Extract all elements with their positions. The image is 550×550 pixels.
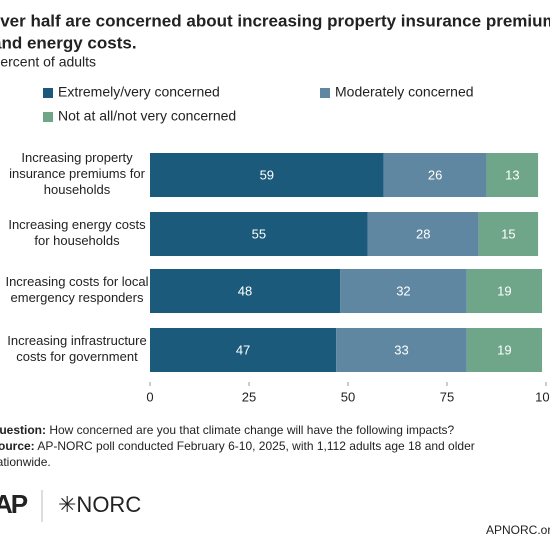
value-label: 33 (394, 342, 408, 357)
source-text: AP-NORC poll conducted February 6-10, 20… (37, 439, 474, 453)
value-label: 28 (416, 226, 430, 241)
category-line: Increasing energy costs (8, 217, 146, 232)
value-label: 15 (501, 226, 515, 241)
legend-swatch (43, 88, 53, 98)
category-line: Increasing property (21, 150, 133, 165)
category-line: emergency responders (11, 290, 144, 305)
bar-segment (336, 328, 467, 372)
bar-segment (150, 153, 384, 197)
source-label: Source: (0, 439, 35, 453)
source: Source: AP-NORC poll conducted February … (0, 439, 475, 453)
logo-norc: ✳NORC (58, 492, 141, 517)
category-label: Increasing infrastructure costs for gover… (7, 333, 146, 364)
chart-subtitle: Percent of adults (0, 54, 96, 70)
value-label: 19 (497, 342, 511, 357)
question: Question: How concerned are you that cli… (0, 423, 455, 437)
category-line: costs for government (16, 349, 138, 364)
value-label: 13 (505, 167, 519, 182)
category-label: Increasing costs for local emergency resp… (5, 274, 148, 305)
bar-segment (150, 212, 368, 256)
category-line: Increasing costs for local (5, 274, 148, 289)
x-tick-label: 75 (440, 389, 454, 404)
value-label: 32 (396, 283, 410, 298)
category-line: households (44, 182, 111, 197)
legend-label: Moderately concerned (335, 84, 474, 100)
category-line: for households (34, 233, 120, 248)
category-line: insurance premiums for (9, 166, 145, 181)
x-tick-label: 50 (341, 389, 355, 404)
bar-segment (478, 212, 539, 256)
value-label: 19 (497, 283, 511, 298)
x-tick-label: 0 (146, 389, 153, 404)
bar-segment (466, 269, 543, 313)
source: nationwide. (0, 455, 51, 469)
category-label: Increasing energy costs for households (8, 217, 146, 248)
x-tick-label: 100 (535, 389, 550, 404)
legend-swatch (43, 112, 53, 122)
x-tick-label: 25 (242, 389, 256, 404)
chart-title: Over half are concerned about increasing… (0, 11, 550, 30)
value-label: 48 (238, 283, 252, 298)
value-label: 47 (236, 342, 250, 357)
website: APNORC.org (486, 523, 550, 537)
bar-segment (340, 269, 467, 313)
value-label: 55 (252, 226, 266, 241)
value-label: 26 (428, 167, 442, 182)
question-label: Question: (0, 423, 46, 437)
legend-label: Not at all/not very concerned (58, 108, 236, 124)
legend-label: Extremely/very concerned (58, 84, 220, 100)
category-label: Increasing property insurance premiums fo… (9, 150, 145, 197)
bar-segment (466, 328, 543, 372)
value-label: 59 (260, 167, 274, 182)
bar-segment (367, 212, 479, 256)
bar-segment (486, 153, 539, 197)
bar-segment (150, 269, 341, 313)
chart-title: and energy costs. (0, 33, 137, 52)
legend-swatch (320, 88, 330, 98)
question-text: How concerned are you that climate chang… (49, 423, 454, 437)
logo-ap: AP (0, 489, 28, 519)
bar-segment (150, 328, 337, 372)
category-line: Increasing infrastructure (7, 333, 146, 348)
bar-segment (383, 153, 487, 197)
